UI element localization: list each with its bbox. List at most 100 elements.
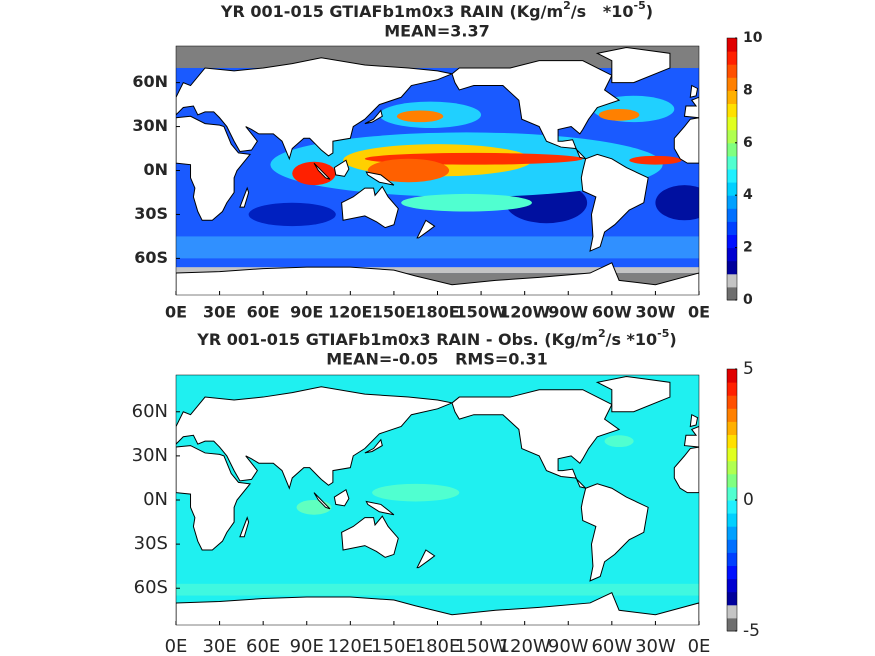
colorbar-tick-label: -5 bbox=[743, 621, 760, 641]
x-tick-label: 120E bbox=[327, 636, 373, 656]
panel-subtitle: MEAN=-0.05 RMS=0.31 bbox=[326, 350, 548, 369]
colorbar-segment bbox=[727, 421, 737, 435]
y-tick-label: 60N bbox=[132, 72, 168, 91]
colorbar-segment bbox=[727, 447, 737, 462]
colorbar-segment bbox=[727, 408, 737, 422]
colorbar-segment bbox=[727, 473, 737, 488]
x-tick-label: 60W bbox=[591, 636, 632, 656]
x-tick-label: 60E bbox=[247, 303, 280, 322]
colorbar-segment bbox=[727, 64, 737, 78]
colorbar-segment bbox=[727, 90, 737, 104]
colorbar-segment bbox=[727, 591, 737, 606]
title-part: /s *10 bbox=[571, 2, 634, 21]
colorbar-segment bbox=[727, 103, 737, 118]
map-field bbox=[176, 46, 699, 295]
title-part: YR 001-015 GTIAFb1m0x3 RAIN - Obs. (Kg/m bbox=[196, 330, 598, 349]
colorbar-segment bbox=[727, 77, 737, 91]
title-superscript: 2 bbox=[563, 0, 571, 12]
x-tick-label: 120E bbox=[328, 303, 372, 322]
colorbar-tick-label: 4 bbox=[743, 187, 753, 203]
colorbar-segment bbox=[727, 434, 737, 449]
colorbar-segment bbox=[727, 382, 737, 396]
colorbar-segment bbox=[727, 460, 737, 475]
x-tick-label: 30E bbox=[203, 303, 236, 322]
title-part: ) bbox=[669, 330, 676, 349]
x-tick-label: 60E bbox=[246, 636, 280, 656]
colorbar-segment bbox=[727, 565, 737, 580]
colorbar-tick-label: 10 bbox=[743, 30, 763, 46]
colorbar-segment bbox=[727, 513, 737, 527]
colorbar-segment bbox=[727, 273, 737, 288]
x-tick-label: 0E bbox=[688, 303, 710, 322]
colorbar-segment bbox=[727, 486, 737, 501]
map-field bbox=[176, 375, 699, 625]
panel-subtitle: MEAN=3.37 bbox=[384, 22, 490, 41]
x-tick-label: 120W bbox=[499, 303, 550, 322]
colorbar-segment bbox=[727, 617, 737, 632]
colorbar-tick-label: 0 bbox=[743, 490, 754, 510]
colorbar-segment bbox=[727, 51, 737, 65]
x-tick-label: 150E bbox=[372, 303, 416, 322]
y-tick-label: 60S bbox=[134, 248, 168, 267]
colorbar-segment bbox=[727, 395, 737, 409]
colorbar-segment bbox=[727, 129, 737, 144]
colorbar-segment bbox=[727, 234, 737, 249]
x-tick-label: 30W bbox=[635, 636, 676, 656]
x-tick-label: 30E bbox=[202, 636, 236, 656]
x-tick-label: 180E bbox=[415, 636, 461, 656]
colorbar-segment bbox=[727, 38, 737, 52]
title-part: YR 001-015 GTIAFb1m0x3 RAIN (Kg/m bbox=[220, 2, 563, 21]
title-superscript: -5 bbox=[657, 327, 669, 340]
x-tick-label: 60W bbox=[592, 303, 632, 322]
colorbar-segment bbox=[727, 195, 737, 209]
x-tick-label: 150W bbox=[455, 636, 507, 656]
y-tick-label: 30N bbox=[132, 445, 168, 466]
colorbar-tick-label: 5 bbox=[743, 359, 754, 379]
y-tick-label: 60S bbox=[134, 577, 168, 598]
panel-title: YR 001-015 GTIAFb1m0x3 RAIN (Kg/m2/s *10… bbox=[220, 0, 653, 21]
map-clip bbox=[176, 46, 699, 295]
colorbar-tick-label: 6 bbox=[743, 135, 753, 151]
x-tick-label: 90E bbox=[290, 303, 323, 322]
y-tick-label: 0N bbox=[143, 489, 168, 510]
colorbar-segment bbox=[727, 116, 737, 131]
colorbar-frame bbox=[726, 37, 738, 301]
panel-title: YR 001-015 GTIAFb1m0x3 RAIN - Obs. (Kg/m… bbox=[196, 327, 676, 349]
colorbar-segment bbox=[727, 500, 737, 514]
title-part: /s *10 bbox=[606, 330, 658, 349]
y-tick-label: 0N bbox=[143, 160, 168, 179]
x-tick-label: 30W bbox=[635, 303, 675, 322]
y-tick-label: 30S bbox=[134, 204, 168, 223]
colorbar-segment bbox=[727, 552, 737, 566]
x-tick-label: 90E bbox=[290, 636, 324, 656]
colorbar-segment bbox=[727, 182, 737, 196]
colorbar-tick-label: 2 bbox=[743, 240, 753, 256]
title-superscript: -5 bbox=[634, 0, 646, 12]
colorbar-tick-label: 8 bbox=[743, 82, 753, 98]
colorbar-segment bbox=[727, 526, 737, 540]
colorbar-segment bbox=[727, 169, 737, 183]
title-part: ) bbox=[646, 2, 653, 21]
x-tick-label: 150E bbox=[371, 636, 417, 656]
colorbar-segment bbox=[727, 539, 737, 553]
y-tick-label: 60N bbox=[132, 401, 168, 422]
colorbar-segment bbox=[727, 369, 737, 383]
y-tick-label: 30S bbox=[134, 533, 168, 554]
colorbar-segment bbox=[727, 208, 737, 222]
colorbar-segment bbox=[727, 221, 737, 235]
colorbar-segment bbox=[727, 286, 737, 301]
x-tick-label: 0E bbox=[165, 636, 188, 656]
x-tick-label: 180E bbox=[415, 303, 459, 322]
colorbar-segment bbox=[727, 247, 737, 262]
title-superscript: 2 bbox=[598, 327, 606, 340]
x-tick-label: 150W bbox=[456, 303, 507, 322]
x-tick-label: 0E bbox=[688, 636, 711, 656]
colorbar-segment bbox=[727, 604, 737, 619]
x-tick-label: 90W bbox=[548, 303, 588, 322]
map-clip bbox=[176, 375, 699, 625]
colorbar-segment bbox=[727, 155, 737, 170]
colorbar-segment bbox=[727, 260, 737, 275]
x-tick-label: 0E bbox=[165, 303, 187, 322]
colorbar-segment bbox=[727, 142, 737, 157]
